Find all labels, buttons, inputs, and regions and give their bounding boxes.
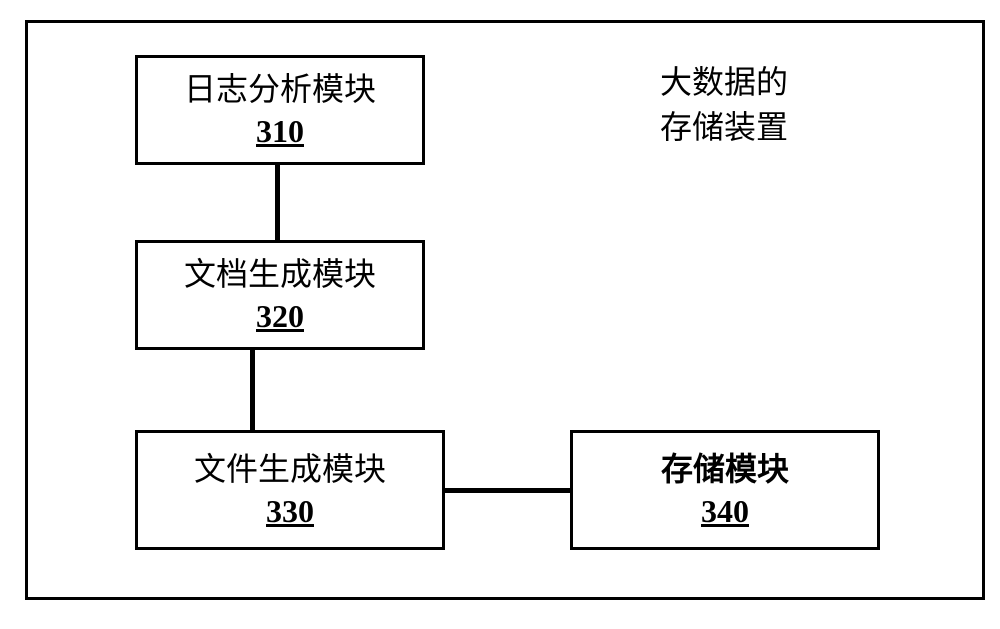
node-label: 日志分析模块 <box>184 70 376 108</box>
node-number: 330 <box>266 493 314 530</box>
node-n310: 日志分析模块 310 <box>135 55 425 165</box>
node-label: 文档生成模块 <box>184 255 376 293</box>
node-number: 320 <box>256 298 304 335</box>
node-n320: 文档生成模块 320 <box>135 240 425 350</box>
node-label: 存储模块 <box>661 450 789 488</box>
node-label: 文件生成模块 <box>194 450 386 488</box>
edge-n320-n330 <box>250 350 255 430</box>
node-number: 340 <box>701 493 749 530</box>
diagram-title-line2: 存储装置 <box>660 105 788 150</box>
node-number: 310 <box>256 113 304 150</box>
node-n340: 存储模块 340 <box>570 430 880 550</box>
diagram-title: 大数据的存储装置 <box>660 60 788 150</box>
edge-n310-n320 <box>275 165 280 240</box>
diagram-title-line1: 大数据的 <box>660 60 788 105</box>
node-n330: 文件生成模块 330 <box>135 430 445 550</box>
edge-n330-n340 <box>445 488 570 493</box>
